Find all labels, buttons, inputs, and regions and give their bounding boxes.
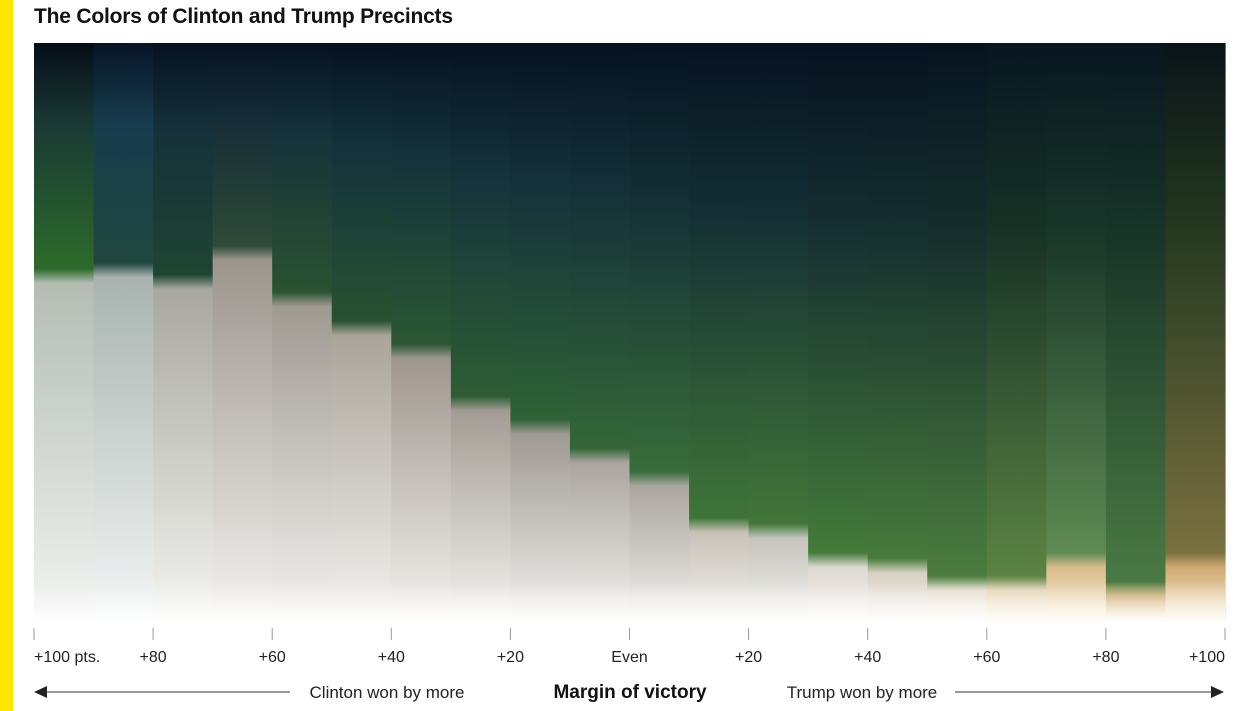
x-axis-title: Margin of victory [553,682,707,703]
x-axis-labels: Clinton won by more Margin of victory Tr… [34,682,1224,703]
x-tick-label: +80 [1092,649,1119,666]
color-columns [34,43,1226,622]
color-column [450,43,511,622]
color-column [569,43,631,622]
color-column [1046,43,1107,622]
color-column [748,43,809,622]
color-column [153,43,214,622]
x-tick-label: +100 [1189,649,1225,666]
right-arrow-head [1211,686,1224,698]
color-column [1105,43,1167,622]
color-column [272,43,333,622]
x-tick-label: +60 [259,649,286,666]
x-tick-label: +40 [378,649,405,666]
color-column [93,43,154,622]
color-column [510,43,571,622]
x-axis-ticks: +100 pts. +80 +60 +40 +20 Even +20 +40 +60 +80 +10… [33,628,1226,666]
color-column [986,43,1047,622]
x-tick-label: +60 [973,649,1000,666]
color-column [212,43,273,622]
trump-direction-label: Trump won by more [787,683,938,702]
bottom-fade [34,582,1225,622]
color-column [331,43,392,622]
color-column [808,43,869,622]
accent-bar [0,0,13,711]
x-tick-label: +100 pts. [34,649,100,666]
x-tick-label: +40 [854,649,881,666]
x-tick-label: Even [611,649,647,666]
color-column [1165,43,1226,622]
color-column [391,43,452,622]
x-tick-label: +20 [497,649,524,666]
color-column [927,43,988,622]
color-column [629,43,690,622]
left-arrow-head [34,686,47,698]
color-column [689,43,750,622]
color-column [867,43,928,622]
x-tick-label: +80 [140,649,167,666]
x-tick-label: +20 [735,649,762,666]
color-column [34,43,95,622]
clinton-direction-label: Clinton won by more [310,683,465,702]
chart-title: The Colors of Clinton and Trump Precinct… [34,5,453,28]
